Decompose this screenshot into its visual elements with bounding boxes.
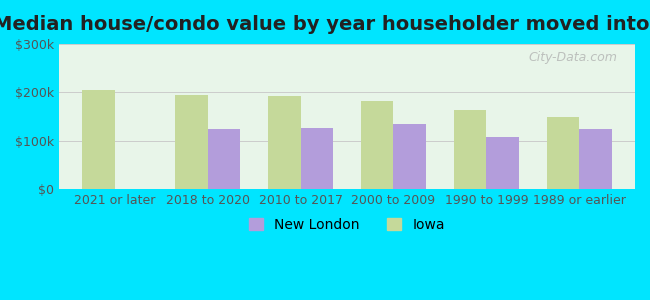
- Bar: [454, 110, 486, 189]
- Title: Median house/condo value by year householder moved into unit: Median house/condo value by year househo…: [0, 15, 650, 34]
- Bar: [393, 124, 426, 189]
- Bar: [82, 90, 115, 189]
- Bar: [207, 129, 240, 189]
- Bar: [486, 137, 519, 189]
- Bar: [268, 96, 300, 189]
- Bar: [547, 116, 579, 189]
- Bar: [579, 129, 612, 189]
- Text: City-Data.com: City-Data.com: [529, 51, 617, 64]
- Bar: [175, 95, 207, 189]
- Legend: New London, Iowa: New London, Iowa: [244, 212, 450, 237]
- Bar: [361, 100, 393, 189]
- Bar: [300, 128, 333, 189]
